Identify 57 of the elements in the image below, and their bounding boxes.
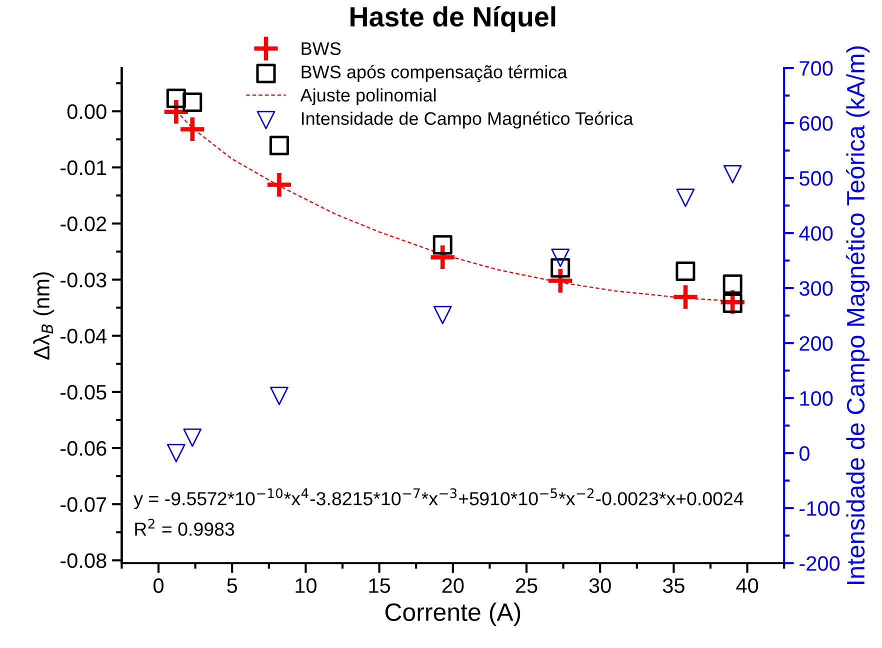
point xyxy=(722,274,742,294)
legend-label: BWS xyxy=(302,42,341,56)
y-tick-label: -0.04 xyxy=(60,328,107,344)
point xyxy=(674,285,698,309)
y-tick-label: -0.03 xyxy=(60,272,106,288)
point xyxy=(270,386,288,406)
x-axis-title: Corrente (A) xyxy=(385,602,520,626)
y2-tick-label: 600 xyxy=(800,116,833,131)
y2-tick-label: -100 xyxy=(800,501,840,516)
chart-title: Haste de Níquel xyxy=(350,6,556,32)
legend-label: BWS após compensação térmica xyxy=(302,64,568,82)
x-tick-label: 15 xyxy=(369,578,390,593)
y-tick-label: -0.06 xyxy=(60,441,106,456)
y2-tick-label: 700 xyxy=(800,61,833,76)
point xyxy=(269,136,289,156)
y-tick-label: -0.02 xyxy=(60,216,106,232)
x-tick-label: 25 xyxy=(516,578,538,593)
y2-tick-label: 100 xyxy=(800,391,833,406)
y2-tick-label: 500 xyxy=(800,171,833,186)
legend-label: Ajuste polinomial xyxy=(300,88,436,106)
y2-tick-label: 400 xyxy=(799,226,833,241)
point xyxy=(183,428,202,447)
y2-tick-label: 200 xyxy=(800,336,833,351)
x-tick-label: 35 xyxy=(662,578,684,593)
x-tick-label: 40 xyxy=(736,578,758,593)
point xyxy=(676,261,696,281)
point xyxy=(548,268,572,293)
y2-tick-label: -200 xyxy=(800,556,840,571)
text: y = -9.5572*10$^{−10}$*x$^{4}$-3.8215*10$^{−7}$*x$^{−3}$+5910*10$^{−5}$*x$^{−2}$-0.0023*x+0.0024 xyxy=(134,488,744,510)
y2-axis-title: Intensidade de Campo Magnético Teórica (kA/m) xyxy=(846,46,870,584)
x-tick-label: 30 xyxy=(589,578,611,593)
x-tick-label: 0 xyxy=(154,578,164,593)
y-tick-label: -0.07 xyxy=(60,497,106,512)
x-tick-label: 10 xyxy=(296,578,316,593)
y-tick-label: 0.00 xyxy=(67,104,106,120)
x-tick-label: 5 xyxy=(227,578,238,593)
legend-label: Intensidade de Campo Magnético Teórica xyxy=(302,111,634,129)
x-tick-label: 20 xyxy=(442,578,464,593)
y2-tick-label: 0 xyxy=(799,446,810,461)
point xyxy=(180,117,204,142)
y-axis-title: Δλ$_{B}$ (nm) xyxy=(33,272,54,360)
point xyxy=(166,444,186,462)
annotation: R$^{2}$ = 0.9983 xyxy=(135,518,234,536)
point xyxy=(723,165,742,184)
y-tick-label: -0.05 xyxy=(60,384,106,400)
point xyxy=(430,245,454,270)
y2-tick-label: 300 xyxy=(799,281,833,296)
point xyxy=(432,235,452,255)
point xyxy=(551,248,570,268)
point xyxy=(166,88,186,108)
point xyxy=(676,188,695,208)
point xyxy=(550,258,570,278)
y-tick-label: -0.01 xyxy=(60,160,106,176)
point xyxy=(433,306,452,324)
point xyxy=(182,92,202,112)
y-tick-label: -0.08 xyxy=(60,553,106,568)
point xyxy=(267,172,292,197)
